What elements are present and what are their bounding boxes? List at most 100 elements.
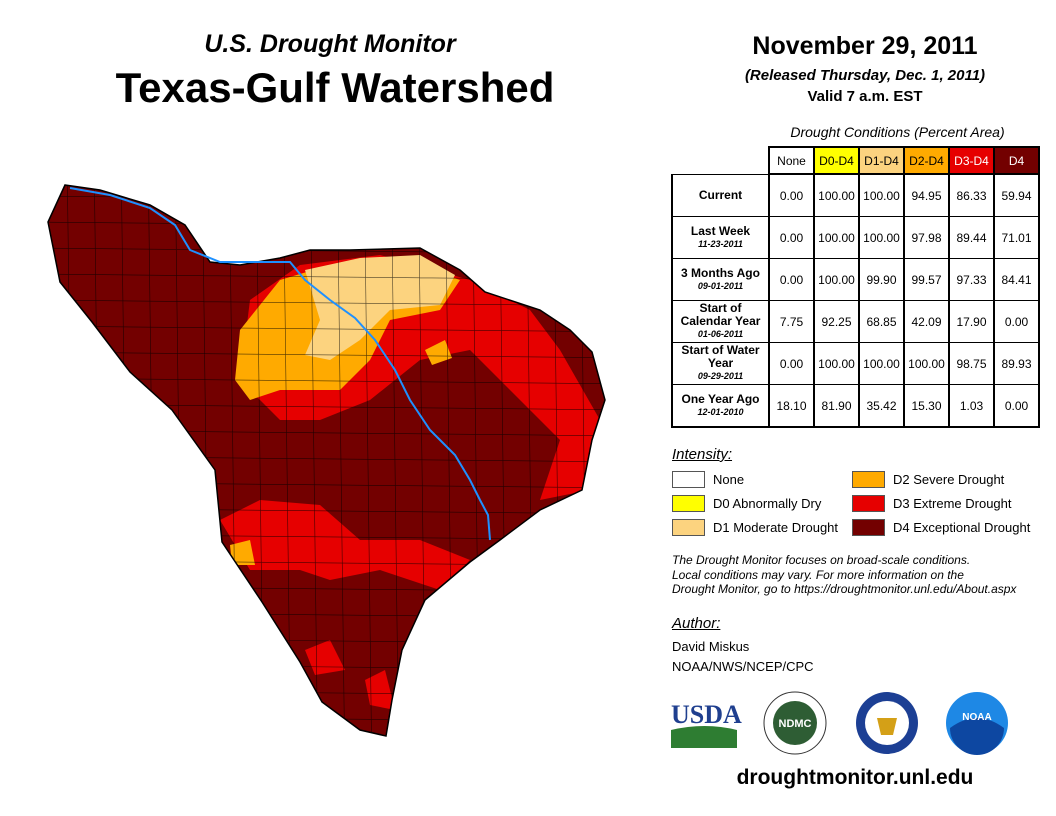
table-cell: 0.00: [993, 300, 1040, 343]
column-header: D3-D4: [948, 146, 995, 175]
table-cell: 97.98: [903, 216, 950, 259]
table-cell: 84.41: [993, 258, 1040, 301]
table-cell: 100.00: [858, 216, 905, 259]
table-cell: 1.03: [948, 384, 995, 428]
disclaimer-note: The Drought Monitor focuses on broad-sca…: [672, 553, 1052, 597]
row-date: 09-01-2011: [697, 280, 744, 291]
table-cell: 81.90: [813, 384, 860, 428]
legend-swatch: [672, 519, 705, 536]
table-cell: 17.90: [948, 300, 995, 343]
table-cell: 99.90: [858, 258, 905, 301]
map-title: Texas-Gulf Watershed: [115, 64, 555, 111]
row-label: Last Week 11-23-2011: [671, 216, 770, 259]
river: [69, 187, 491, 541]
row-label: 3 Months Ago 09-01-2011: [671, 258, 770, 301]
column-header: D0-D4: [813, 146, 860, 175]
author-info: David Miskus NOAA/NWS/NCEP/CPC: [672, 637, 814, 677]
table-cell: 59.94: [993, 173, 1040, 217]
legend-label: D1 Moderate Drought: [713, 520, 839, 535]
table-cell: 98.75: [948, 342, 995, 385]
d1-area: [305, 255, 455, 360]
legend-swatch: [852, 471, 885, 488]
table-cell: 100.00: [858, 342, 905, 385]
legend-title: Intensity:: [672, 446, 733, 463]
legend-item: None: [672, 471, 744, 488]
legend-label: None: [713, 472, 745, 487]
svg-text:NDMC: NDMC: [779, 718, 812, 730]
table-cell: 97.33: [948, 258, 995, 301]
legend-swatch: [852, 495, 885, 512]
author-org: NOAA/NWS/NCEP/CPC: [672, 659, 814, 674]
usda-logo: USDA: [671, 700, 742, 748]
row-label-text: Last Week: [690, 223, 751, 238]
author-title: Author:: [672, 615, 721, 632]
legend-item: D2 Severe Drought: [852, 471, 1004, 488]
d3-area-south: [220, 500, 470, 590]
row-label-text: 3 Months Ago: [681, 265, 760, 280]
row-label-text: Current: [698, 187, 743, 202]
table-cell: 100.00: [813, 258, 860, 301]
table-cell: 100.00: [813, 342, 860, 385]
table-cell: 92.25: [813, 300, 860, 343]
table-cell: 94.95: [903, 173, 950, 217]
row-label: Current: [671, 173, 770, 217]
note-line: Drought Monitor, go to https://droughtmo…: [672, 582, 1017, 596]
table-cell: 100.00: [903, 342, 950, 385]
row-label-text: Start of Calendar Year: [680, 301, 761, 328]
commerce-logo: [856, 692, 918, 754]
legend-label: D0 Abnormally Dry: [713, 496, 822, 511]
column-header: D2-D4: [903, 146, 950, 175]
row-date: 01-06-2011: [697, 329, 744, 339]
website-url[interactable]: droughtmonitor.unl.edu: [736, 766, 974, 789]
release-date: (Released Thursday, Dec. 1, 2011): [744, 67, 986, 84]
table-row: Current 0.00 100.00 100.00 94.95 86.33 59.94: [671, 173, 1040, 217]
drought-map: [47, 184, 606, 737]
table-row: Start of Water Year 09-29-2011 0.00 100.00 1…: [671, 342, 1040, 385]
table-cell: 71.01: [993, 216, 1040, 259]
ndmc-logo: NDMC: [763, 691, 827, 755]
svg-text:USDA: USDA: [671, 700, 742, 729]
row-label-text: One Year Ago: [681, 391, 760, 406]
note-line: The Drought Monitor focuses on broad-sca…: [672, 553, 971, 567]
column-header: None: [768, 146, 815, 175]
d3-area-coast: [305, 640, 395, 710]
legend-item: D3 Extreme Drought: [852, 495, 1012, 512]
legend-swatch: [852, 519, 885, 536]
drought-table: None D0-D4 D1-D4 D2-D4 D3-D4 D4 Current 0.00 10…: [671, 146, 1040, 428]
logos: USDA NDMC NOAA: [671, 691, 1008, 755]
table-caption: Drought Conditions (Percent Area): [790, 124, 1005, 140]
noaa-logo: NOAA: [946, 692, 1008, 755]
table-cell: 89.44: [948, 216, 995, 259]
row-label-text: Start of Water Year: [681, 343, 760, 370]
row-date: 09-29-2011: [697, 371, 744, 381]
column-header: D1-D4: [858, 146, 905, 175]
table-cell: 0.00: [768, 216, 815, 259]
valid-time: Valid 7 a.m. EST: [807, 88, 923, 105]
table-cell: 0.00: [768, 258, 815, 301]
table-cell: 18.10: [768, 384, 815, 428]
legend-label: D2 Severe Drought: [893, 472, 1005, 487]
table-cell: 0.00: [993, 384, 1040, 428]
note-line: Local conditions may vary. For more info…: [672, 567, 964, 582]
table-cell: 100.00: [858, 173, 905, 217]
row-date: 12-01-2010: [697, 406, 744, 417]
map-subtitle: U.S. Drought Monitor: [204, 30, 456, 58]
legend-item: D1 Moderate Drought: [672, 519, 838, 536]
row-label: Start of Water Year 09-29-2011: [671, 342, 770, 385]
table-cell: 35.42: [858, 384, 905, 428]
map-date: November 29, 2011: [752, 32, 978, 60]
table-cell: 100.00: [813, 216, 860, 259]
column-header: D4: [993, 146, 1040, 175]
legend-label: D4 Exceptional Drought: [893, 520, 1031, 535]
row-label: Start of Calendar Year 01-06-2011: [671, 300, 770, 343]
author-name: David Miskus: [672, 639, 750, 654]
table-cell: 0.00: [768, 342, 815, 385]
legend-item: D0 Abnormally Dry: [672, 495, 821, 512]
table-cell: 89.93: [993, 342, 1040, 385]
table-cell: 68.85: [858, 300, 905, 343]
table-cell: 7.75: [768, 300, 815, 343]
table-cell: 99.57: [903, 258, 950, 301]
table-row: Last Week 11-23-2011 0.00 100.00 100.00 97.98…: [671, 216, 1040, 259]
table-cell: 15.30: [903, 384, 950, 428]
table-cell: 86.33: [948, 173, 995, 217]
